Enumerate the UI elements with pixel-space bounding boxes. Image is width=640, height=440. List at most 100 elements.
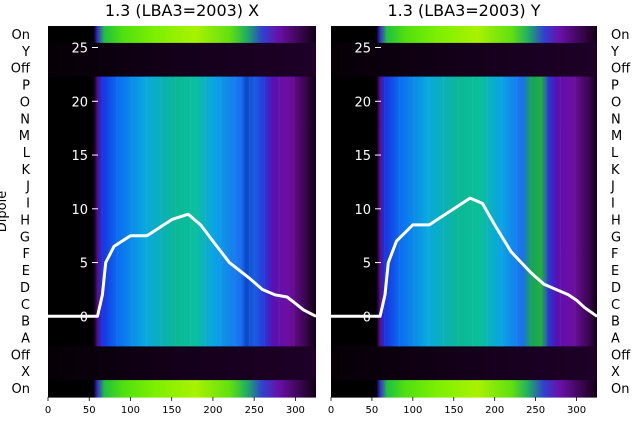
- heatmap-texture-line: [442, 76, 444, 347]
- heatmap-row-o: [331, 93, 597, 111]
- dipole-label: P: [22, 79, 30, 94]
- heatmap-row-j: [331, 177, 597, 196]
- x-tick-label: 300: [567, 405, 586, 416]
- heatmap-texture-line: [545, 76, 547, 347]
- overlay-series-point: [330, 315, 332, 318]
- dipole-label: M: [611, 129, 622, 144]
- dipole-label: B: [21, 315, 30, 330]
- heatmap-row-f: [331, 245, 597, 263]
- heatmap-row-n: [48, 110, 316, 128]
- heatmap-texture-line: [530, 76, 532, 347]
- x-tick-label: 100: [121, 405, 140, 416]
- heatmap-row-b: [48, 312, 316, 331]
- heatmap-texture-line: [428, 76, 430, 347]
- heatmap-texture-line: [559, 76, 561, 347]
- heatmap-texture-line: [204, 76, 206, 347]
- dipole-label: Off: [11, 62, 31, 77]
- heatmap-texture-line: [131, 76, 133, 347]
- heatmap-row-x: [331, 363, 597, 381]
- heatmap-texture-line: [384, 76, 386, 347]
- heatmap-row-n: [331, 110, 597, 128]
- dipole-label: Off: [611, 348, 631, 363]
- heatmap-texture-line: [234, 76, 236, 347]
- heatmap-row-off: [48, 59, 316, 78]
- overlay-y-tick-label: 10: [71, 203, 88, 218]
- overlay-series-point: [481, 202, 484, 205]
- dipole-label: I: [26, 197, 30, 212]
- dipole-label: On: [611, 382, 629, 397]
- dipole-label: D: [20, 281, 30, 296]
- overlay-series-point: [129, 234, 132, 237]
- heatmap-texture-line: [101, 76, 103, 347]
- dipole-label: G: [20, 230, 30, 245]
- overlay-series-point: [199, 224, 202, 226]
- heatmap-texture-line: [263, 76, 265, 347]
- overlay-series-point: [104, 261, 107, 264]
- overlay-series-point: [146, 234, 148, 237]
- dipole-label: D: [611, 281, 621, 296]
- dipole-label: K: [611, 163, 620, 178]
- overlay-series-point: [101, 294, 104, 296]
- heatmap-texture-line: [116, 76, 118, 347]
- heatmap-row-off: [48, 346, 316, 364]
- overlay-series-point: [412, 224, 414, 226]
- heatmap-texture-line: [413, 76, 415, 347]
- overlay-series-point: [387, 261, 390, 264]
- overlay-series-point: [596, 315, 598, 318]
- overlay-series-point: [286, 296, 288, 298]
- heatmap-row-a: [48, 329, 316, 347]
- dipole-label: O: [20, 95, 30, 110]
- x-tick-label: 0: [328, 405, 334, 416]
- dipole-label: L: [611, 146, 619, 161]
- heatmap-texture-line: [457, 76, 459, 347]
- x-tick-label: 250: [245, 405, 264, 416]
- overlay-series-point: [510, 251, 512, 253]
- overlay-series-point: [187, 213, 189, 215]
- heatmap-texture-line: [175, 76, 177, 347]
- dipole-label: On: [12, 382, 30, 397]
- heatmap-row-k: [48, 160, 316, 179]
- dipole-label: P: [611, 79, 619, 94]
- dipole-label: N: [20, 112, 30, 127]
- overlay-y-tick-label: 15: [354, 149, 371, 164]
- heatmap-texture-line: [249, 76, 251, 347]
- chart-panel-x: 1.3 (LBA3=2003) XOnYOffPONMLKJIHGFEDCBAO…: [0, 1, 317, 416]
- x-tick-label: 150: [444, 405, 463, 416]
- heatmap-texture-line: [190, 76, 192, 347]
- overlay-y-tick-label: 20: [354, 95, 371, 110]
- dipole-label: A: [21, 332, 30, 347]
- heatmap-row-on: [48, 26, 316, 44]
- heatmap-texture-line: [219, 76, 221, 347]
- overlay-y-tick-label: 25: [354, 42, 371, 57]
- dipole-label: E: [611, 264, 619, 279]
- heatmap-texture-line: [160, 76, 162, 347]
- heatmap-row-l: [331, 144, 597, 162]
- heatmap-texture-line: [293, 76, 295, 347]
- overlay-series-point: [453, 208, 455, 210]
- heatmap-row-g: [48, 228, 316, 246]
- heatmap-row-i: [48, 194, 316, 213]
- y-axis-label: Dipole: [0, 191, 10, 232]
- overlay-series-point: [228, 261, 231, 264]
- dipole-label: I: [611, 197, 615, 212]
- overlay-y-tick-label: 5: [363, 257, 371, 272]
- overlay-y-tick-label: 15: [71, 149, 88, 164]
- x-tick-label: 250: [526, 405, 545, 416]
- chart-title: 1.3 (LBA3=2003) X: [105, 1, 259, 20]
- dipole-label: A: [611, 332, 620, 347]
- overlay-y-tick-label: 5: [80, 257, 88, 272]
- overlay-series-point: [379, 315, 381, 318]
- dipole-label: X: [21, 365, 30, 380]
- dipole-label: On: [12, 28, 30, 43]
- heatmap-row-l: [48, 144, 316, 162]
- overlay-series-point: [395, 240, 398, 242]
- heatmap-row-o: [48, 93, 316, 111]
- overlay-series-point: [47, 315, 49, 318]
- dipole-label: C: [611, 298, 620, 313]
- heatmap-texture-line: [145, 76, 147, 347]
- overlay-series-point: [583, 306, 586, 309]
- dipole-label: B: [611, 315, 620, 330]
- dipole-label: X: [611, 365, 620, 380]
- overlay-series-point: [113, 245, 115, 248]
